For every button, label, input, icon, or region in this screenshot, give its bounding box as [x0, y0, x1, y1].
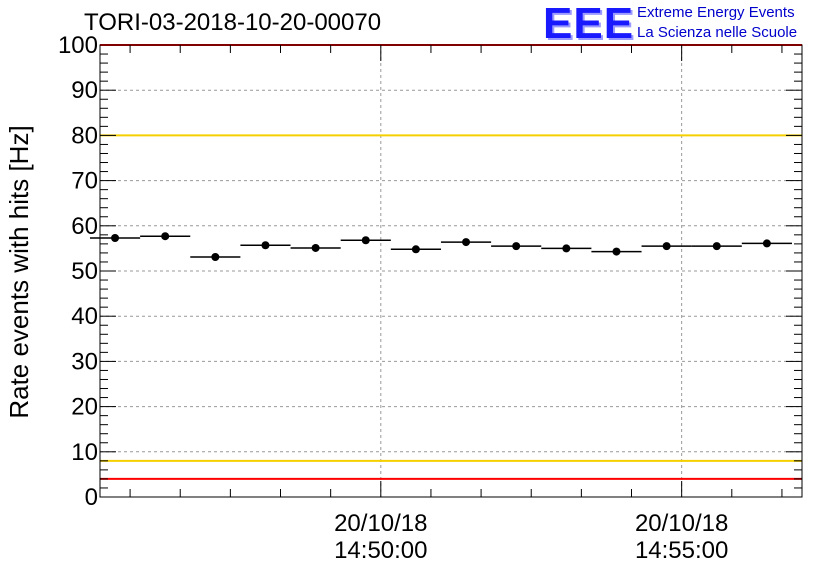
- logo-caption-line1: Extreme Energy Events: [637, 4, 795, 21]
- data-point: [712, 242, 721, 251]
- y-axis-title: Rate events with hits [Hz]: [4, 125, 34, 418]
- data-point: [462, 238, 471, 247]
- data-point: [111, 234, 120, 243]
- data-point: [261, 241, 270, 250]
- reference-lines: [100, 44, 802, 480]
- x-tick-label-time: 14:55:00: [635, 537, 728, 564]
- x-tick-label-date: 20/10/18: [635, 510, 728, 537]
- y-tick-label: 40: [71, 303, 98, 330]
- y-tick-label: 10: [71, 439, 98, 466]
- data-point: [612, 247, 621, 256]
- data-point: [161, 232, 170, 241]
- data-point: [211, 252, 220, 261]
- eee-logo: EEE: [543, 0, 635, 48]
- y-tick-label: 20: [71, 394, 98, 421]
- data-point: [762, 239, 771, 248]
- y-tick-label: 70: [71, 168, 98, 195]
- axis-ticks: [100, 44, 802, 498]
- data-point: [562, 244, 571, 253]
- data-point: [311, 243, 320, 252]
- data-point: [411, 245, 420, 254]
- x-tick-label-date: 20/10/18: [334, 510, 427, 537]
- y-tick-label: 60: [71, 213, 98, 240]
- x-tick-label-time: 14:50:00: [334, 537, 427, 564]
- logo-caption-line2: La Scienza nelle Scuole: [637, 24, 798, 41]
- y-tick-label: 0: [85, 484, 98, 511]
- y-tick-label: 100: [58, 32, 98, 59]
- data-point: [512, 242, 521, 251]
- y-tick-label: 50: [71, 258, 98, 285]
- y-tick-label: 30: [71, 348, 98, 375]
- data-series: [89, 232, 792, 261]
- y-tick-label: 80: [71, 122, 98, 149]
- grid-lines: [100, 45, 802, 497]
- data-point: [361, 236, 370, 245]
- y-tick-label: 90: [71, 77, 98, 104]
- data-point: [662, 242, 671, 251]
- chart-title: TORI-03-2018-10-20-00070: [84, 9, 382, 36]
- axis-labels: 010203040506070809010020/10/1814:50:0020…: [58, 32, 728, 564]
